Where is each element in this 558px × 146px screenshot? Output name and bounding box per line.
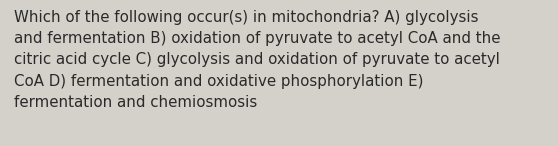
Text: Which of the following occur(s) in mitochondria? A) glycolysis
and fermentation : Which of the following occur(s) in mitoc… bbox=[14, 10, 501, 110]
